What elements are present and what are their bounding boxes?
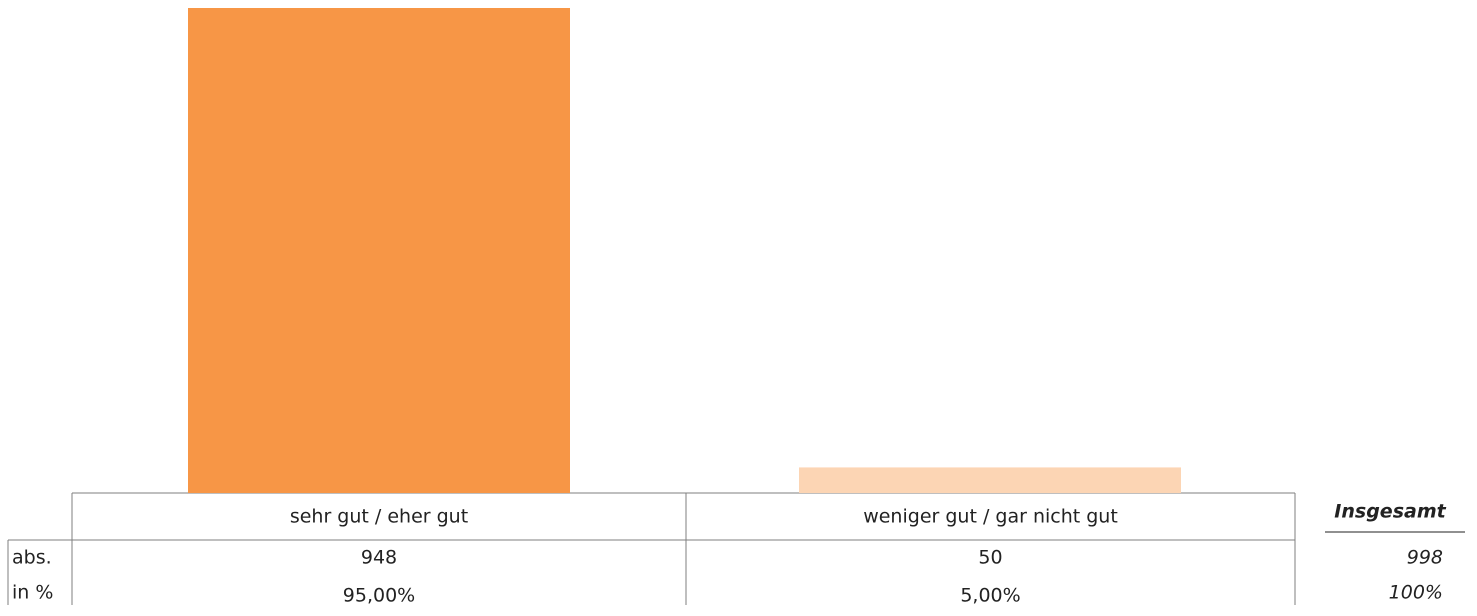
percent-value: 5,00% — [960, 585, 1020, 607]
category-label: weniger gut / gar nicht gut — [863, 506, 1118, 528]
bar — [188, 8, 570, 493]
percent-value: 95,00% — [343, 585, 415, 607]
total-value: 100% — [1389, 582, 1443, 604]
total-value: 998 — [1407, 547, 1443, 569]
abs-value: 50 — [978, 547, 1002, 569]
category-label: sehr gut / eher gut — [290, 506, 468, 528]
abs-value: 948 — [361, 547, 397, 569]
row-label: in % — [12, 582, 53, 604]
row-label: abs. — [12, 547, 52, 569]
total-header: Insgesamt — [1334, 501, 1446, 523]
bar — [799, 467, 1181, 493]
